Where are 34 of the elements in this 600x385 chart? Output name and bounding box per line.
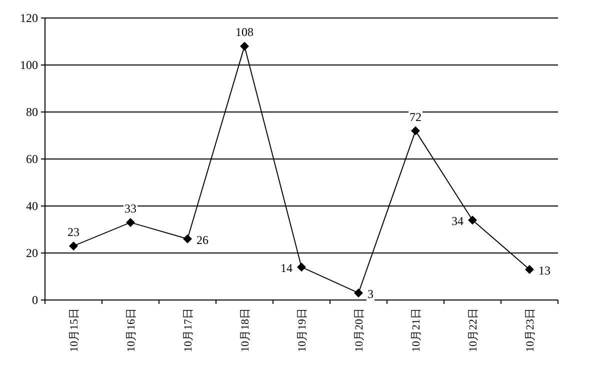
y-tick-label: 80 xyxy=(26,105,38,119)
data-label: 26 xyxy=(196,232,208,247)
x-tick-label: 10月18日 xyxy=(240,308,252,352)
x-tick-label: 10月23日 xyxy=(524,308,536,352)
point xyxy=(126,218,135,227)
point xyxy=(69,241,78,250)
y-tick-label: 40 xyxy=(26,199,38,213)
x-tick-label: 10月16日 xyxy=(126,308,138,352)
x-tick-label: 10月22日 xyxy=(468,308,480,352)
x-tick-label: 10月17日 xyxy=(182,308,194,352)
data-label: 72 xyxy=(410,110,422,124)
point xyxy=(411,126,420,136)
point xyxy=(354,288,363,298)
y-tick-label: 120 xyxy=(20,11,38,25)
point xyxy=(240,42,249,51)
x-tick-label: 10月19日 xyxy=(296,308,308,352)
data-label: 13 xyxy=(538,263,550,278)
point xyxy=(183,234,192,244)
point xyxy=(525,264,534,274)
data-label: 108 xyxy=(236,25,254,40)
y-tick-label: 20 xyxy=(26,246,38,260)
point xyxy=(468,216,477,225)
x-tick-label: 10月15日 xyxy=(68,308,80,352)
y-tick-label: 60 xyxy=(26,152,38,166)
data-label: 34 xyxy=(452,214,464,228)
data-label: 33 xyxy=(124,201,136,216)
data-label: 3 xyxy=(368,286,374,301)
x-tick-label: 10月20日 xyxy=(354,308,366,352)
x-tick-label: 10月21日 xyxy=(410,308,422,352)
point xyxy=(297,262,306,272)
y-tick-label: 100 xyxy=(20,58,38,72)
y-tick-label: 0 xyxy=(32,293,38,307)
data-label: 23 xyxy=(68,224,80,239)
data-label: 14 xyxy=(280,261,292,276)
